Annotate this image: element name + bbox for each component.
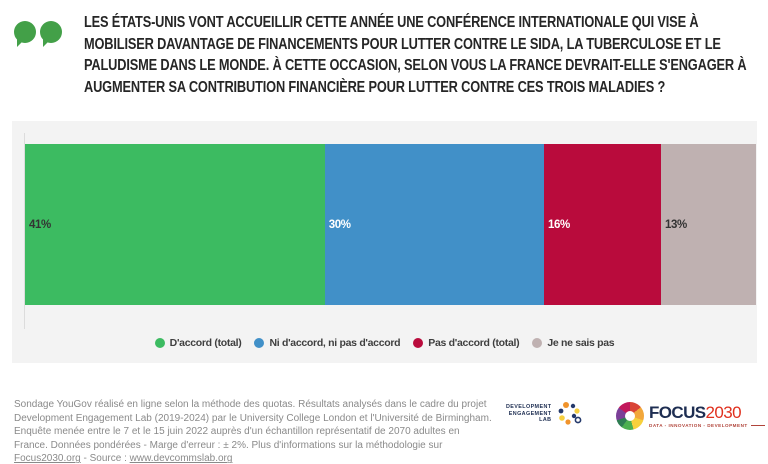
legend-item: D'accord (total) xyxy=(154,337,242,349)
legend-label: Je ne sais pas xyxy=(547,337,615,349)
focus2030-word-focus: FOCUS xyxy=(649,403,706,422)
del-logo-line: ENGAGEMENT xyxy=(508,410,552,417)
legend-item: Pas d'accord (total) xyxy=(413,337,520,349)
bar-segment-value-label: 30% xyxy=(328,218,351,231)
chart-axis-line xyxy=(24,133,25,329)
focus2030-logo: FOCUS2030 DATA - INNOVATION - DEVELOPMEN… xyxy=(616,402,765,430)
legend-dot-icon xyxy=(532,338,543,348)
chart-panel: 41% 30% 16% 13% D'accord (total) Ni d'accord… xyxy=(12,121,757,363)
development-engagement-lab-logo: DEVELOPMENT ENGAGEMENT LAB xyxy=(506,399,585,429)
methodology-note: Sondage YouGov réalisé en ligne selon la… xyxy=(14,398,496,464)
legend-item: Je ne sais pas xyxy=(532,337,615,349)
legend-dot-icon xyxy=(154,338,165,348)
bar-segment-value-label: 13% xyxy=(664,218,687,231)
legend: D'accord (total) Ni d'accord, ni pas d'ac… xyxy=(12,337,757,349)
methodology-text: Sondage YouGov réalisé en ligne selon la… xyxy=(14,399,492,451)
legend-dot-icon xyxy=(413,338,424,348)
stacked-bar: 41% 30% 16% 13% xyxy=(25,144,756,305)
legend-label: Pas d'accord (total) xyxy=(428,337,520,349)
focus2030-wordmark: FOCUS2030 xyxy=(649,404,765,421)
speech-bubble-icon xyxy=(40,21,62,43)
bar-segment-value-label: 16% xyxy=(548,218,570,231)
legend-label: Ni d'accord, ni pas d'accord xyxy=(269,337,401,349)
focus2030-tagline-text: DATA - INNOVATION - DEVELOPMENT xyxy=(649,423,748,428)
bar-segment-2: 30% xyxy=(324,144,544,305)
legend-item: Ni d'accord, ni pas d'accord xyxy=(254,337,401,349)
devcommslab-link[interactable]: www.devcommslab.org xyxy=(129,453,233,464)
survey-question-title: LES ÉTATS-UNIS VONT ACCUEILLIR CETTE ANN… xyxy=(84,14,747,96)
quote-bubbles xyxy=(14,21,62,43)
focus2030-word-2030: 2030 xyxy=(705,403,742,422)
focus2030-aperture-icon xyxy=(616,402,644,430)
del-logo-line: LAB xyxy=(539,417,552,424)
tagline-rule xyxy=(750,425,765,426)
bar-segment-3: 16% xyxy=(544,144,661,305)
del-logo-text: DEVELOPMENT ENGAGEMENT LAB xyxy=(506,404,551,424)
speech-bubble-icon xyxy=(14,21,36,43)
legend-label: D'accord (total) xyxy=(169,337,242,349)
del-burst-icon xyxy=(559,402,582,425)
del-logo-line: DEVELOPMENT xyxy=(506,404,552,411)
source-separator: - Source : xyxy=(80,453,130,464)
legend-dot-icon xyxy=(254,338,265,348)
bar-segment-4: 13% xyxy=(660,144,756,305)
bar-segment-1: 41% xyxy=(25,144,325,305)
focus2030-tagline: DATA - INNOVATION - DEVELOPMENT xyxy=(649,423,765,428)
bar-segment-value-label: 41% xyxy=(29,218,51,231)
focus2030-logo-text: FOCUS2030 DATA - INNOVATION - DEVELOPMEN… xyxy=(649,404,765,428)
focus2030-link[interactable]: Focus2030.org xyxy=(14,453,81,464)
